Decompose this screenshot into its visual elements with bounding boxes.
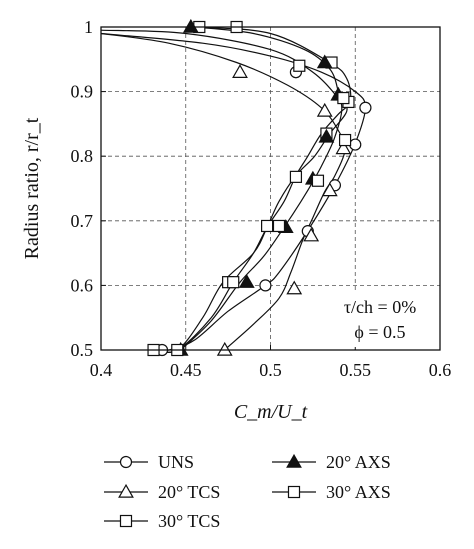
legend-marker	[119, 514, 133, 528]
legend-item: 20° TCS	[104, 482, 220, 502]
series-line	[100, 32, 367, 352]
data-point	[272, 219, 286, 233]
data-point	[318, 128, 335, 143]
x-tick-label: 0.4	[90, 360, 113, 380]
legend-label: UNS	[158, 452, 194, 472]
data-point	[316, 102, 333, 117]
y-axis-label: Radius ratio, r/r_t	[21, 117, 43, 259]
data-point	[335, 140, 352, 155]
data-point	[261, 219, 274, 233]
data-point	[227, 276, 240, 289]
data-point	[293, 59, 306, 72]
series-line	[100, 32, 346, 351]
legend-label: 30° AXS	[326, 482, 391, 502]
legend-marker	[119, 455, 133, 469]
legend-marker	[118, 483, 134, 498]
legend-marker	[287, 485, 301, 499]
data-point	[337, 91, 350, 105]
axis-ticks: 0.4 0.45 0.5 0.55 0.6 0.5 0.6 0.7 0.8 0.9 1	[71, 17, 452, 380]
legend-item: 30° AXS	[272, 482, 391, 502]
data-point	[232, 64, 248, 78]
annotation-phi: ϕ = 0.5	[354, 322, 405, 342]
data-point	[338, 133, 352, 147]
series-line	[151, 26, 352, 353]
y-tick-label: 0.8	[71, 146, 94, 166]
legend-label: 30° TCS	[158, 511, 220, 531]
y-tick-label: 0.6	[71, 275, 94, 295]
legend-item: UNS	[104, 452, 194, 472]
y-tick-label: 0.5	[71, 340, 94, 360]
data-point	[238, 274, 255, 288]
series-line	[100, 29, 348, 353]
data-point	[216, 341, 233, 356]
data-point	[303, 227, 320, 242]
x-axis-label: C_m/U_t	[234, 401, 308, 423]
x-tick-label: 0.5	[259, 360, 282, 380]
legend-label: 20° TCS	[158, 482, 220, 502]
y-tick-label: 0.9	[71, 82, 94, 102]
x-tick-label: 0.6	[429, 360, 452, 380]
data-point	[359, 101, 372, 114]
data-point	[349, 138, 362, 151]
data-point	[321, 182, 338, 197]
legend-item: 30° TCS	[104, 511, 220, 531]
y-tick-label: 0.7	[71, 211, 94, 231]
legend-marker	[286, 453, 302, 468]
data-point	[316, 54, 333, 69]
x-tick-label: 0.45	[170, 360, 202, 380]
data-point	[182, 18, 199, 33]
legend: UNS 20° AXS 20° TCS 30° AXS 30° TCS	[104, 452, 391, 531]
annotation-box	[320, 293, 438, 347]
annotation-tau: τ/ch = 0%	[344, 297, 416, 317]
data-point	[289, 170, 303, 183]
x-tick-label: 0.55	[340, 360, 372, 380]
y-tick-label: 1	[84, 17, 93, 37]
legend-label: 20° AXS	[326, 452, 391, 472]
data-point	[311, 174, 325, 187]
data-point	[259, 279, 272, 292]
series-curves	[100, 26, 367, 353]
data-point	[286, 280, 303, 295]
series-line	[180, 26, 343, 351]
legend-item: 20° AXS	[272, 452, 391, 472]
